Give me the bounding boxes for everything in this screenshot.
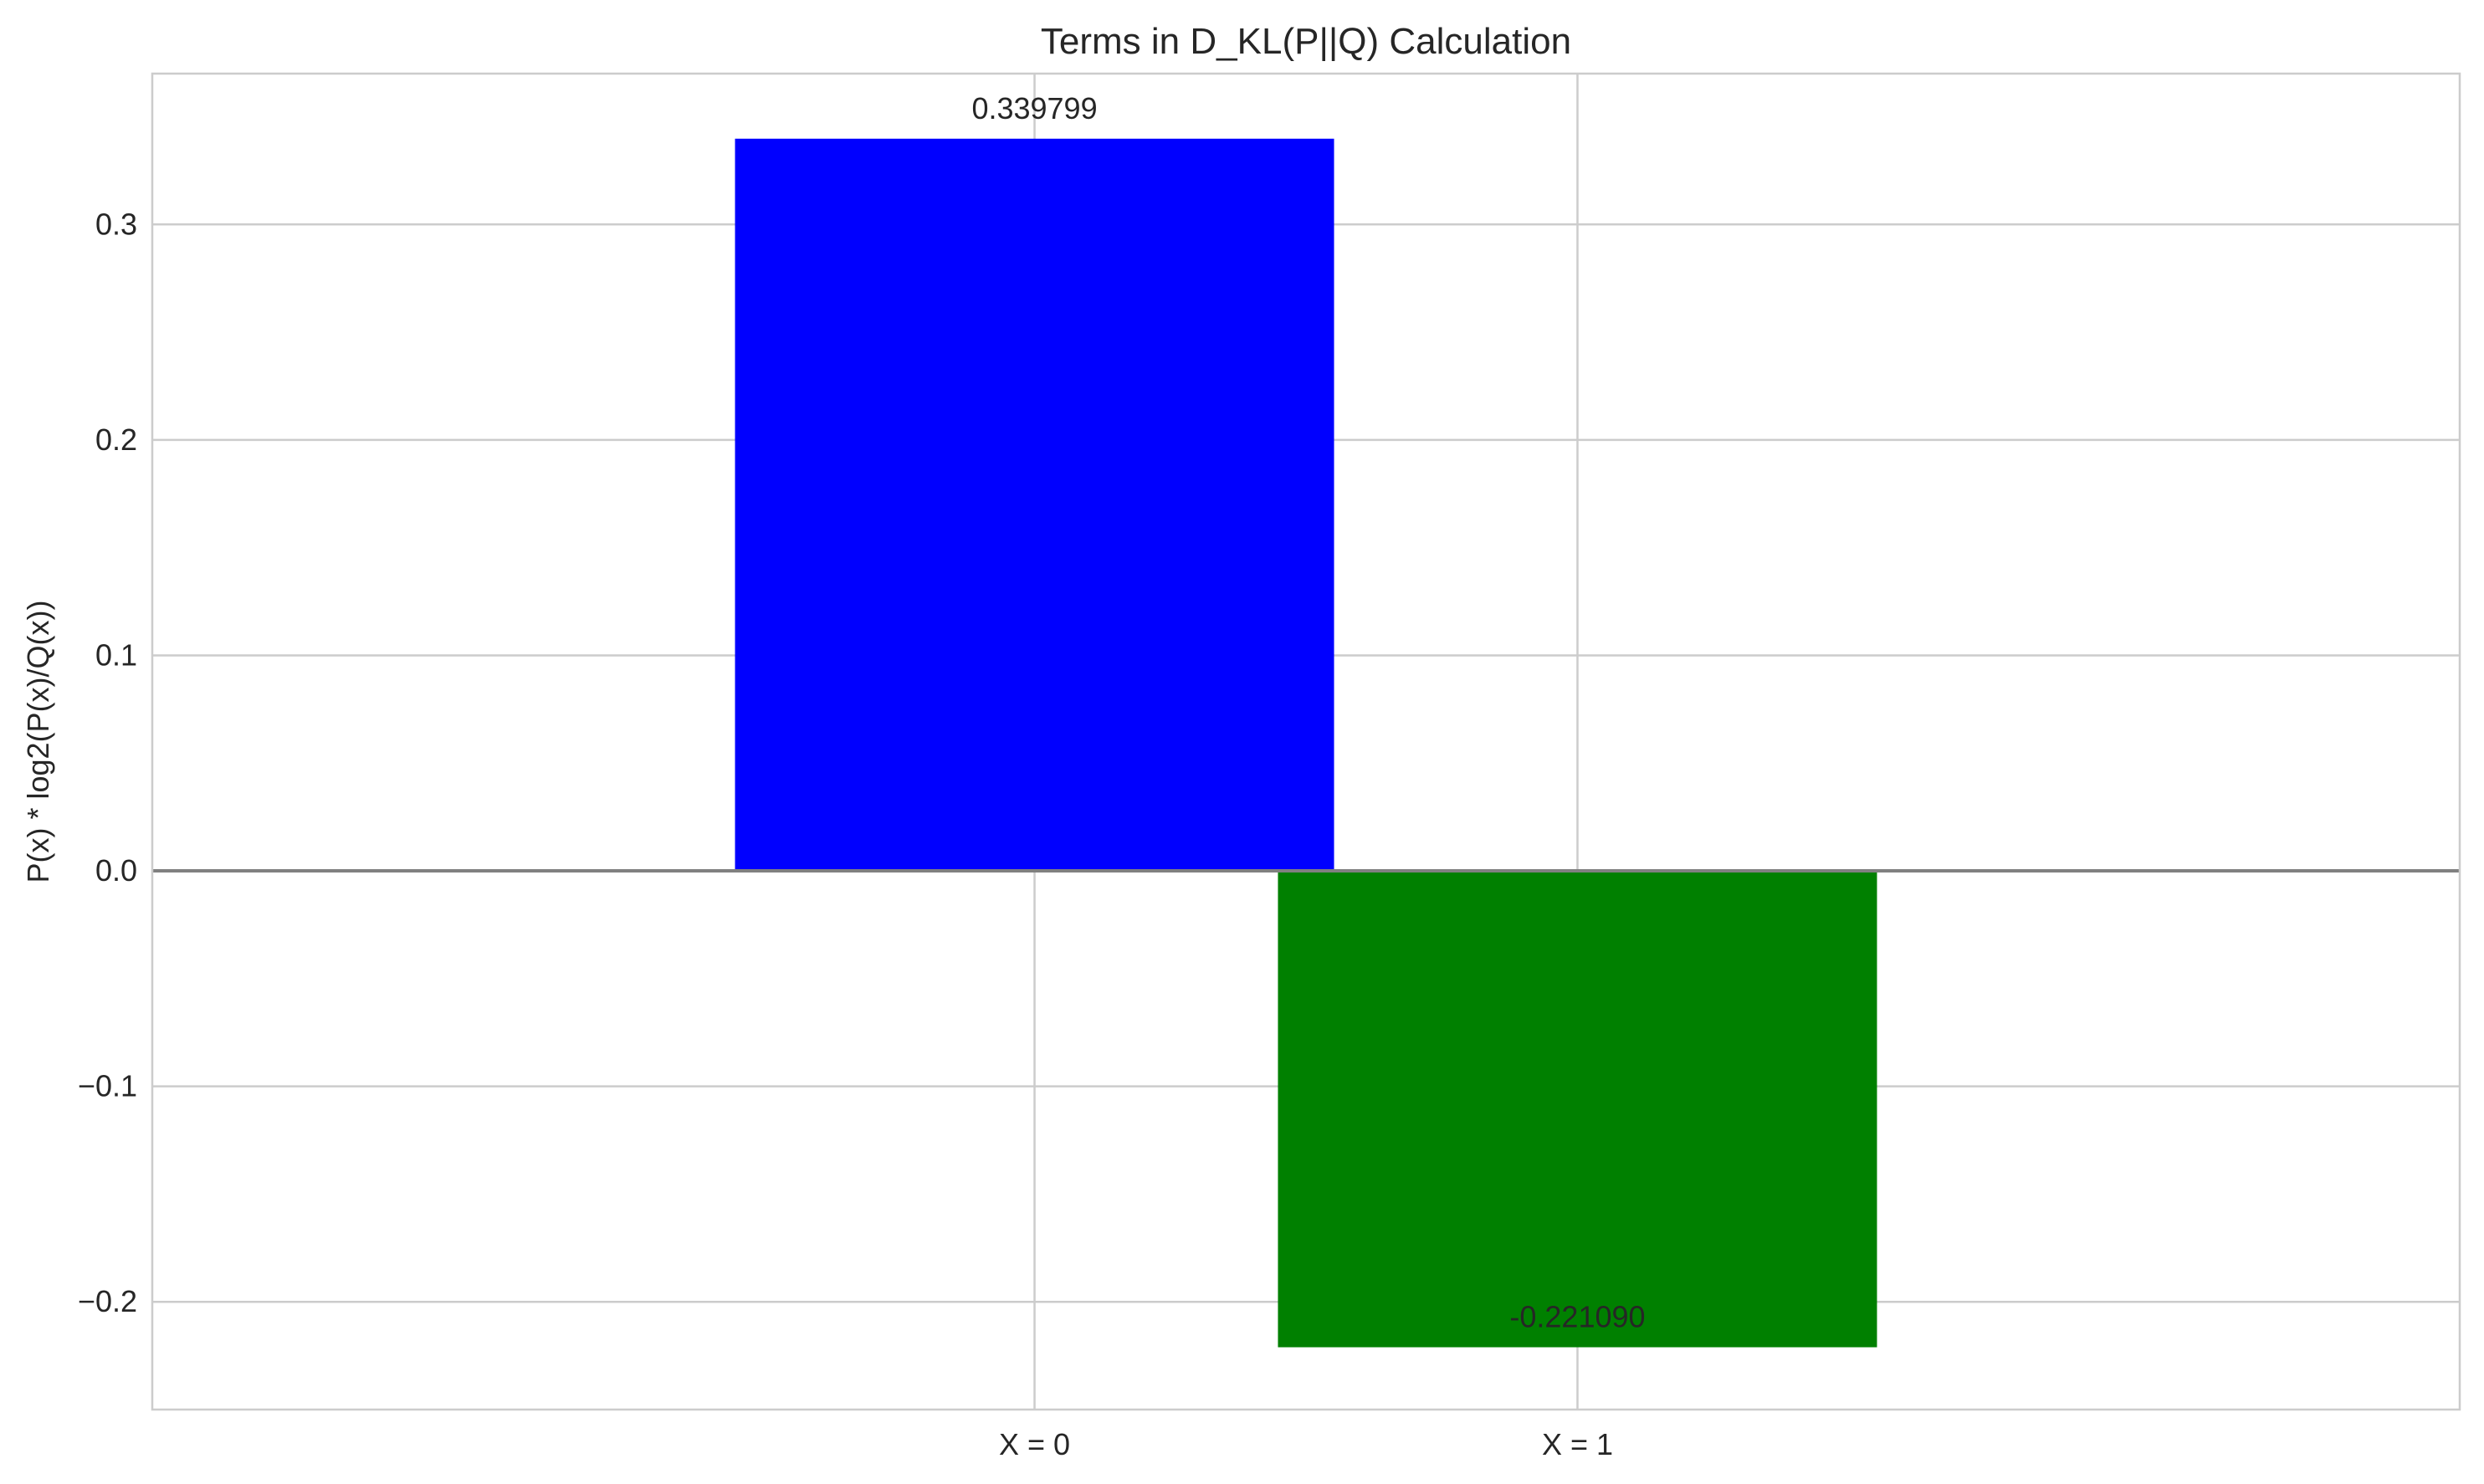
- y-tick-label: −0.2: [78, 1284, 137, 1318]
- x-axis-ticks: X = 0 X = 1: [999, 1427, 1613, 1461]
- bar: [1278, 871, 1877, 1348]
- x-tick-label: X = 0: [999, 1427, 1070, 1461]
- y-axis-ticks: −0.2 −0.1 0.0 0.1 0.2 0.3: [78, 207, 137, 1318]
- bar-value-label: -0.221090: [1509, 1300, 1645, 1334]
- bar: [735, 138, 1334, 872]
- bar-value-label: 0.339799: [971, 91, 1097, 125]
- y-tick-label: −0.1: [78, 1069, 137, 1103]
- chart-title: Terms in D_KL(P||Q) Calculation: [1041, 21, 1571, 62]
- y-tick-label: 0.2: [95, 422, 137, 457]
- y-tick-label: 0.1: [95, 637, 137, 672]
- plot-area-border: [151, 72, 2461, 1411]
- x-tick-label: X = 1: [1542, 1427, 1613, 1461]
- y-axis-label: P(x) * log2(P(x)/Q(x)): [21, 600, 55, 883]
- bars: [735, 138, 1877, 1348]
- y-tick-label: 0.0: [95, 853, 137, 888]
- bar-value-labels: 0.339799 -0.221090: [971, 91, 1645, 1334]
- y-tick-label: 0.3: [95, 207, 137, 241]
